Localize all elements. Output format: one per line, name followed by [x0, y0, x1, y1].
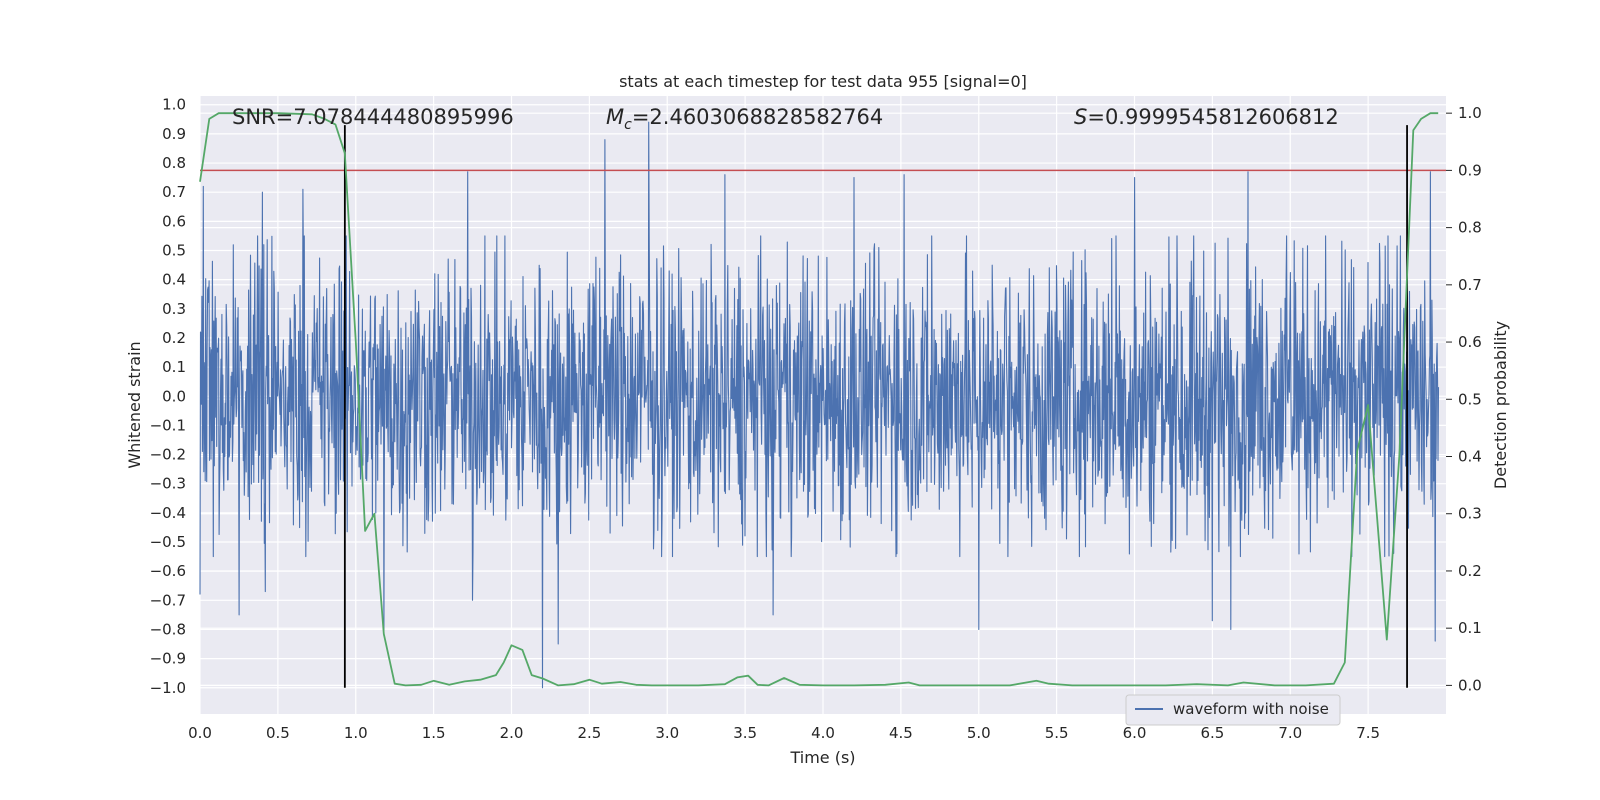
right-y-tick-label: 0.7 [1458, 276, 1482, 294]
score-annotation: S=0.9999545812606812 [1074, 105, 1339, 129]
left-y-axis-label: Whitened strain [125, 341, 144, 468]
x-tick-label: 6.5 [1200, 724, 1224, 742]
left-y-tick-label: −0.8 [150, 620, 186, 638]
chirp-mass-value: =2.4603068828582764 [632, 105, 883, 129]
left-y-tick-label: −1.0 [150, 679, 186, 697]
legend-label: waveform with noise [1173, 700, 1329, 718]
left-y-tick-label: 0.7 [162, 183, 186, 201]
x-tick-label: 7.0 [1278, 724, 1302, 742]
chirp-mass-subscript: c [624, 117, 632, 133]
left-y-tick-label: −0.7 [150, 591, 186, 609]
left-y-tick-label: 0.6 [162, 212, 186, 230]
x-tick-label: 7.5 [1356, 724, 1380, 742]
right-y-tick-label: 0.4 [1458, 448, 1482, 466]
probability-series [199, 112, 1446, 688]
left-y-tick-label: −0.5 [150, 533, 186, 551]
x-tick-label: 1.5 [422, 724, 446, 742]
left-y-tick-label: 0.1 [162, 358, 186, 376]
right-y-tick-label: 0.2 [1458, 562, 1482, 580]
left-y-tick-label: 0.9 [162, 125, 186, 143]
score-value: =0.9999545812606812 [1087, 105, 1338, 129]
right-y-tick-label: 0.0 [1458, 676, 1482, 694]
right-y-tick-label: 0.6 [1458, 333, 1482, 351]
right-y-axis-label: Detection probability [1491, 321, 1510, 489]
right-y-tick-label: 0.3 [1458, 505, 1482, 523]
x-axis-label: Time (s) [789, 748, 855, 767]
tick-labels: 0.0 0.5 1.0 1.5 2.0 2.5 3.0 3.5 4.0 4.5 5.0 5.5 6.0 6… [150, 96, 1482, 742]
chirp-mass-symbol: M [606, 105, 624, 129]
left-y-tick-label: −0.1 [150, 416, 186, 434]
right-y-tick-label: 0.1 [1458, 619, 1482, 637]
right-y-tick-label: 0.9 [1458, 161, 1482, 179]
x-tick-label: 2.5 [577, 724, 601, 742]
x-tick-label: 1.0 [344, 724, 368, 742]
left-y-tick-label: 0.0 [162, 387, 186, 405]
right-y-tick-label: 1.0 [1458, 104, 1482, 122]
left-y-tick-label: 0.4 [162, 271, 186, 289]
waveform-line [199, 121, 1440, 689]
x-tick-label: 5.5 [1045, 724, 1069, 742]
right-y-tick-label: 0.8 [1458, 219, 1482, 237]
x-tick-label: 6.0 [1123, 724, 1147, 742]
x-tick-label: 0.5 [266, 724, 290, 742]
left-y-tick-label: −0.2 [150, 446, 186, 464]
x-tick-label: 5.0 [967, 724, 991, 742]
left-y-tick-label: −0.4 [150, 504, 186, 522]
left-y-tick-label: 0.3 [162, 300, 186, 318]
left-y-tick-label: 0.2 [162, 329, 186, 347]
legend-box [1125, 694, 1341, 726]
chart-title: stats at each timestep for test data 955… [619, 72, 1027, 91]
chirp-mass-annotation: Mc=2.4603068828582764 [606, 105, 883, 133]
legend: waveform with noise [1125, 694, 1341, 726]
waveform-series [199, 121, 1440, 689]
score-symbol: S [1074, 105, 1087, 129]
left-y-tick-label: −0.3 [150, 475, 186, 493]
left-y-tick-label: 1.0 [162, 96, 186, 114]
left-y-tick-label: 0.5 [162, 242, 186, 260]
x-tick-label: 0.0 [188, 724, 212, 742]
left-y-tick-label: −0.9 [150, 650, 186, 668]
left-y-tick-label: −0.6 [150, 562, 186, 580]
right-y-tick-label: 0.5 [1458, 390, 1482, 408]
snr-annotation: SNR=7.078444480895996 [232, 105, 514, 129]
x-tick-label: 3.5 [733, 724, 757, 742]
x-tick-label: 4.0 [811, 724, 835, 742]
x-tick-label: 3.0 [655, 724, 679, 742]
x-tick-label: 4.5 [889, 724, 913, 742]
x-tick-label: 2.0 [500, 724, 524, 742]
left-y-tick-label: 0.8 [162, 154, 186, 172]
detection-probability-line [199, 112, 1439, 687]
